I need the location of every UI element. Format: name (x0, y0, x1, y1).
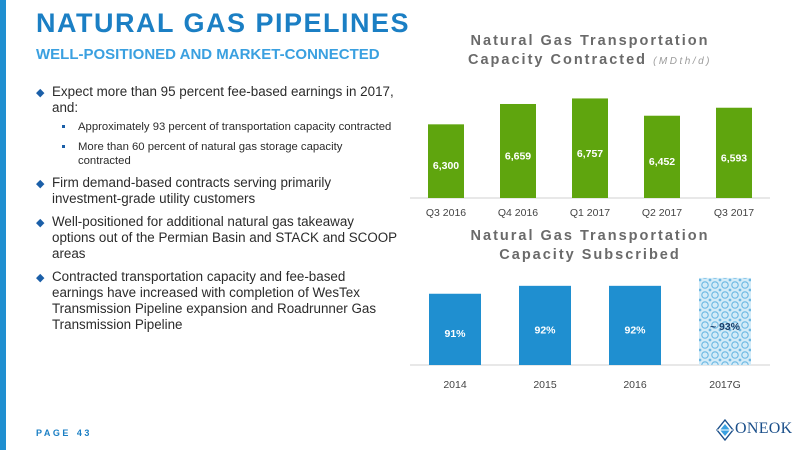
chart-title-contracted: Natural Gas Transportation Capacity Cont… (410, 32, 770, 71)
bullet-item: ◆ Firm demand-based contracts serving pr… (36, 175, 398, 207)
bullet-text: Well-positioned for additional natural g… (52, 214, 397, 261)
page-subtitle: WELL-POSITIONED AND MARKET-CONNECTED (36, 46, 380, 63)
square-bullet-icon (62, 125, 65, 128)
bullet-list: ◆ Expect more than 95 percent fee-based … (36, 84, 398, 340)
x-tick-label: Q4 2016 (498, 207, 538, 219)
data-label: 6,757 (577, 148, 603, 160)
accent-side-bar (0, 0, 6, 450)
bar (609, 285, 661, 365)
diamond-bullet-icon: ◆ (36, 178, 45, 190)
x-tick-label: Q1 2017 (570, 207, 610, 219)
bullet-text: Firm demand-based contracts serving prim… (52, 175, 332, 206)
chart-title-subscribed: Natural Gas Transportation Capacity Subs… (410, 227, 770, 265)
page-word: PAGE (36, 428, 71, 438)
square-bullet-icon (62, 145, 65, 148)
bar (500, 103, 536, 198)
sub-bullet-item: More than 60 percent of natural gas stor… (52, 140, 398, 168)
estimate-bar (699, 277, 751, 365)
oneok-logo-icon (716, 419, 734, 441)
chart-title-line: Capacity Contracted (468, 52, 648, 68)
bullet-item: ◆ Expect more than 95 percent fee-based … (36, 84, 398, 168)
x-tick-label: Q2 2017 (642, 207, 682, 219)
sub-bullet-text: Approximately 93 percent of transportati… (78, 121, 392, 133)
x-tick-label: Q3 2016 (426, 207, 466, 219)
data-label: 92% (534, 324, 556, 336)
diamond-bullet-icon: ◆ (36, 272, 45, 284)
page-number-label: PAGE 43 (36, 428, 92, 438)
diamond-bullet-icon: ◆ (36, 87, 45, 99)
data-label: 92% (624, 324, 646, 336)
data-label: 6,452 (649, 156, 675, 168)
chart-title-unit: (MDth/d) (653, 56, 712, 67)
bullet-text: Contracted transportation capacity and f… (52, 269, 377, 332)
bar (572, 98, 608, 198)
chart-title-line: Capacity Subscribed (499, 247, 681, 263)
x-tick-label: 2015 (533, 379, 557, 391)
data-label: 6,593 (721, 152, 747, 164)
page-number: 43 (76, 428, 92, 438)
sub-bullet-list: Approximately 93 percent of transportati… (52, 120, 398, 168)
bar (519, 285, 571, 365)
data-label: 91% (444, 328, 466, 340)
x-tick-label: 2017G (709, 379, 741, 391)
bullet-item: ◆ Well-positioned for additional natural… (36, 214, 398, 262)
diamond-bullet-icon: ◆ (36, 217, 45, 229)
x-tick-label: 2014 (443, 379, 467, 391)
company-logo: ONEOK (716, 418, 792, 442)
bar (429, 293, 481, 365)
sub-bullet-item: Approximately 93 percent of transportati… (52, 120, 398, 134)
x-tick-label: Q3 2017 (714, 207, 754, 219)
page-title: NATURAL GAS PIPELINES (36, 8, 411, 38)
bullet-text: Expect more than 95 percent fee-based ea… (52, 84, 394, 115)
sub-bullet-text: More than 60 percent of natural gas stor… (78, 141, 343, 167)
x-tick-label: 2016 (623, 379, 647, 391)
bar (716, 107, 752, 198)
data-label: 6,659 (505, 151, 531, 163)
bar (644, 115, 680, 198)
bullet-item: ◆ Contracted transportation capacity and… (36, 269, 398, 333)
bar (428, 124, 464, 198)
data-label: 6,300 (433, 160, 459, 172)
logo-wordmark: ONEOK (735, 420, 793, 437)
data-label: ~ 93% (710, 321, 741, 333)
chart-title-line: Natural Gas Transportation (470, 33, 710, 49)
chart-title-line: Natural Gas Transportation (470, 228, 710, 244)
